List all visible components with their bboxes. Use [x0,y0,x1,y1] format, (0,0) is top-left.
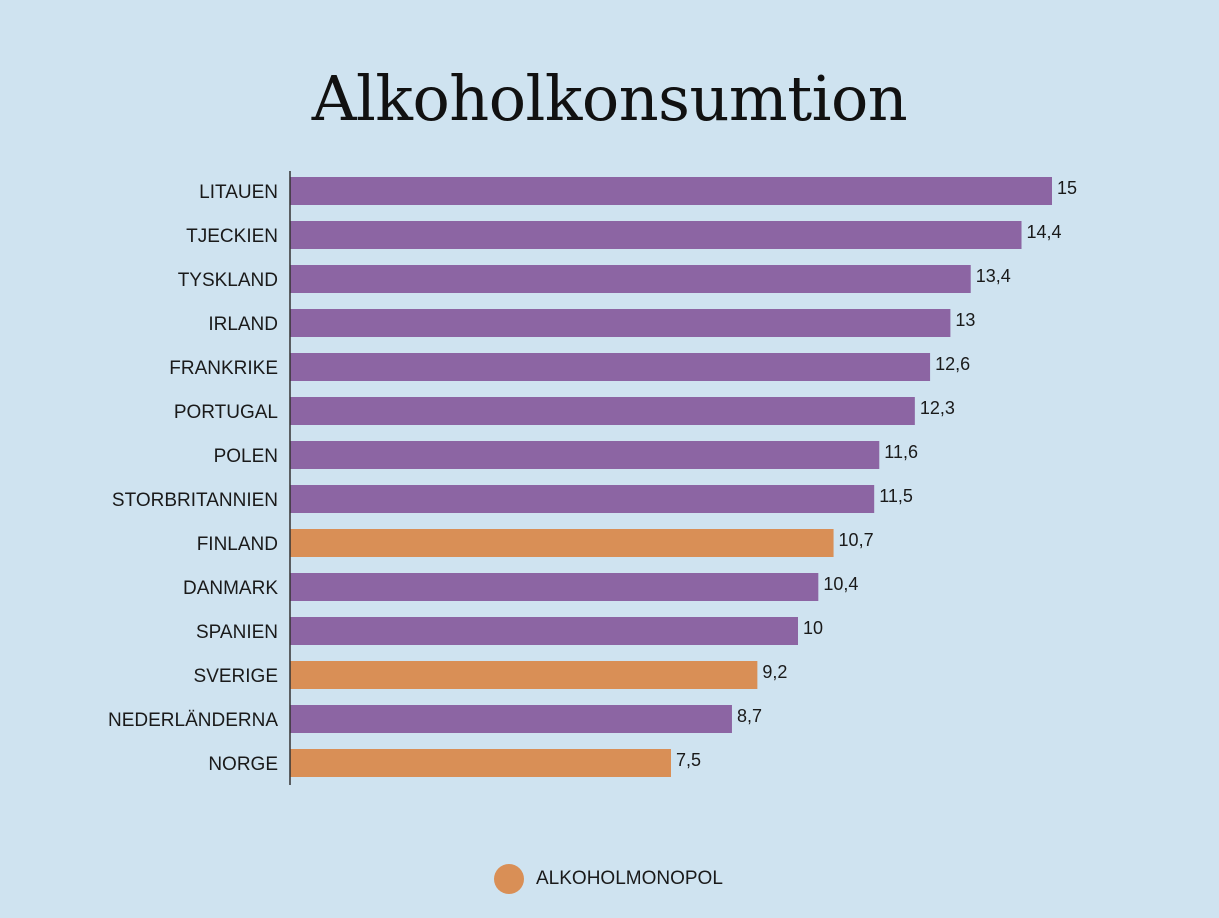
value-label: 10 [803,618,823,638]
value-label: 14,4 [1027,222,1062,242]
legend-swatch-monopoly [494,864,524,894]
bar-polen [290,441,880,469]
bar-tyskland [290,265,971,293]
value-label: 13 [955,310,975,330]
category-label: TYSKLAND [178,270,278,291]
category-label: NEDERLÄNDERNA [108,710,278,731]
chart-title: Alkoholkonsumtion [311,62,908,135]
value-label: 10,4 [823,574,858,594]
bar-sverige [290,661,758,689]
value-label: 11,5 [879,486,913,506]
legend-label: ALKOHOLMONOPOL [536,868,723,889]
category-label: IRLAND [208,314,278,335]
value-label: 11,6 [884,442,918,462]
category-label: STORBRITANNIEN [112,490,278,511]
value-label: 12,6 [935,354,970,374]
bar-irland [290,309,951,337]
category-label: FINLAND [197,534,278,555]
category-label: SPANIEN [196,622,278,643]
category-label: DANMARK [183,578,278,599]
bar-tjeckien [290,221,1022,249]
bar-chart: LITAUEN 15 TJECKIEN 14,4 TYSKLAND 13,4 IRLAND 1… [108,171,1077,785]
bar-spanien [290,617,798,645]
category-label: TJECKIEN [186,226,278,247]
value-label: 13,4 [976,266,1011,286]
category-label: SVERIGE [194,666,278,687]
bar-storbritannien [290,485,875,513]
value-label: 9,2 [762,662,787,682]
bar-finland [290,529,834,557]
bar-portugal [290,397,915,425]
bar-litauen [290,177,1052,205]
category-label: POLEN [214,446,278,467]
value-label: 8,7 [737,706,762,726]
bar-danmark [290,573,819,601]
value-label: 12,3 [920,398,955,418]
value-label: 10,7 [839,530,874,550]
bar-norge [290,749,671,777]
bar-nederländerna [290,705,732,733]
value-label: 7,5 [676,750,701,770]
category-label: LITAUEN [199,182,278,203]
category-label: NORGE [208,754,278,775]
value-label: 15 [1057,178,1077,198]
legend: ALKOHOLMONOPOL [494,864,723,894]
bar-frankrike [290,353,931,381]
category-label: FRANKRIKE [169,358,278,379]
category-label: PORTUGAL [174,402,278,423]
